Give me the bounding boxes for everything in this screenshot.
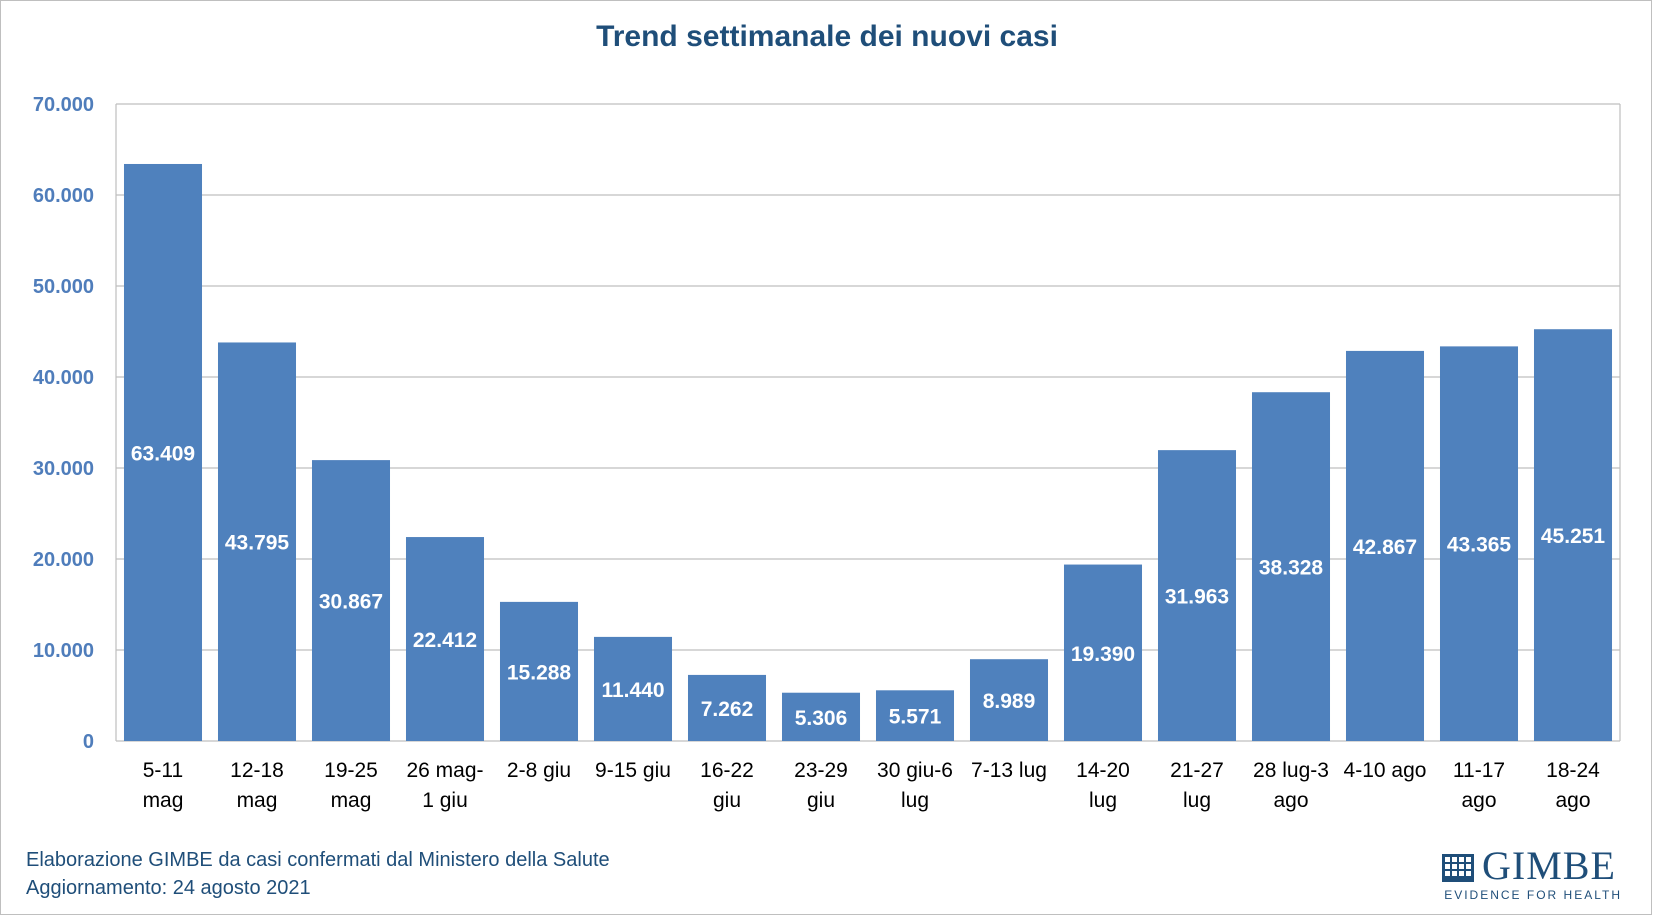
x-tick-label: 19-25	[324, 759, 378, 782]
bar	[1533, 329, 1613, 741]
data-label: 7.262	[701, 698, 754, 721]
x-tick-label: 18-24	[1546, 759, 1600, 782]
bar	[781, 692, 861, 741]
x-tick-label: ago	[1555, 789, 1590, 812]
bar	[1251, 392, 1331, 741]
y-tick-label: 70.000	[33, 94, 94, 116]
x-tick-label: lug	[1089, 789, 1117, 812]
x-tick-label: ago	[1273, 789, 1308, 812]
x-tick-label: 9-15 giu	[595, 759, 671, 782]
data-label: 45.251	[1541, 525, 1606, 548]
y-tick-label: 0	[83, 731, 94, 753]
x-axis-ticks: 5-11 mag 12-18 mag 19-25 mag 26 mag- 1 giu 2-8 g…	[143, 759, 1601, 812]
bar	[687, 674, 767, 741]
data-label: 38.328	[1259, 557, 1324, 580]
x-tick-label: 14-20	[1076, 759, 1130, 782]
bar	[593, 636, 673, 741]
y-tick-label: 30.000	[33, 458, 94, 480]
x-tick-label: giu	[713, 789, 741, 812]
x-tick-label: 5-11	[143, 759, 183, 782]
x-tick-label: mag	[143, 789, 184, 812]
logo-tagline: EVIDENCE FOR HEALTH	[1444, 888, 1622, 902]
bar	[311, 460, 391, 741]
logo-name: GIMBE	[1482, 843, 1616, 888]
bar	[405, 537, 485, 741]
x-tick-label: 11-17	[1453, 759, 1505, 782]
data-label: 22.412	[413, 629, 477, 652]
x-tick-label: 1 giu	[422, 789, 468, 812]
bar	[123, 163, 203, 742]
bar	[1063, 564, 1143, 741]
data-label: 42.867	[1353, 536, 1417, 559]
x-tick-label: lug	[901, 789, 929, 812]
y-tick-label: 50.000	[33, 276, 94, 298]
x-tick-label: 26 mag-	[406, 759, 483, 782]
bar	[499, 601, 579, 741]
x-tick-label: mag	[237, 789, 278, 812]
data-label: 31.963	[1165, 586, 1229, 609]
x-tick-label: 2-8 giu	[507, 759, 571, 782]
x-tick-label: lug	[1183, 789, 1211, 812]
bar	[1439, 346, 1519, 741]
y-tick-label: 20.000	[33, 549, 94, 571]
data-label: 5.571	[889, 706, 942, 729]
bar	[1345, 350, 1425, 741]
x-tick-label: 7-13 lug	[971, 759, 1047, 782]
gimbe-logo: GIMBE EVIDENCE FOR HEALTH	[1442, 843, 1622, 902]
bar	[875, 690, 955, 741]
chart-title: Trend settimanale dei nuovi casi	[596, 20, 1058, 53]
bars	[123, 163, 1613, 742]
data-label: 30.867	[319, 591, 383, 614]
bar	[969, 659, 1049, 741]
x-tick-label: mag	[331, 789, 372, 812]
y-tick-label: 60.000	[33, 185, 94, 207]
x-tick-label: 30 giu-6	[877, 759, 953, 782]
data-label: 8.989	[983, 690, 1036, 713]
bar	[1157, 450, 1237, 741]
footer-note: Elaborazione GIMBE da casi confermati da…	[26, 846, 610, 902]
footer-update: Aggiornamento: 24 agosto 2021	[26, 877, 311, 899]
footer-source: Elaborazione GIMBE da casi confermati da…	[26, 849, 610, 871]
x-tick-label: 21-27	[1170, 759, 1224, 782]
data-label: 19.390	[1071, 643, 1135, 666]
x-tick-label: 16-22	[700, 759, 754, 782]
data-label: 11.440	[601, 679, 664, 702]
x-tick-label: ago	[1461, 789, 1496, 812]
x-tick-label: giu	[807, 789, 835, 812]
x-tick-label: 4-10 ago	[1344, 759, 1427, 782]
bar	[217, 342, 297, 741]
x-tick-label: 23-29	[794, 759, 848, 782]
data-label: 5.306	[795, 707, 848, 730]
x-tick-label: 28 lug-3	[1253, 759, 1329, 782]
y-tick-label: 40.000	[33, 367, 94, 389]
data-labels: 63.409 43.795 30.867 22.412 15.288 11.440 7.26…	[131, 442, 1606, 729]
data-label: 15.288	[507, 661, 572, 684]
y-tick-label: 10.000	[33, 640, 94, 662]
x-tick-label: 12-18	[230, 759, 284, 782]
data-label: 43.365	[1447, 534, 1512, 557]
data-label: 63.409	[131, 442, 195, 465]
data-label: 43.795	[225, 532, 290, 555]
gimbe-logo-icon	[1442, 854, 1474, 882]
y-axis-ticks: 0 10.000 20.000 30.000 40.000 50.000 60.000 70.…	[33, 94, 94, 753]
